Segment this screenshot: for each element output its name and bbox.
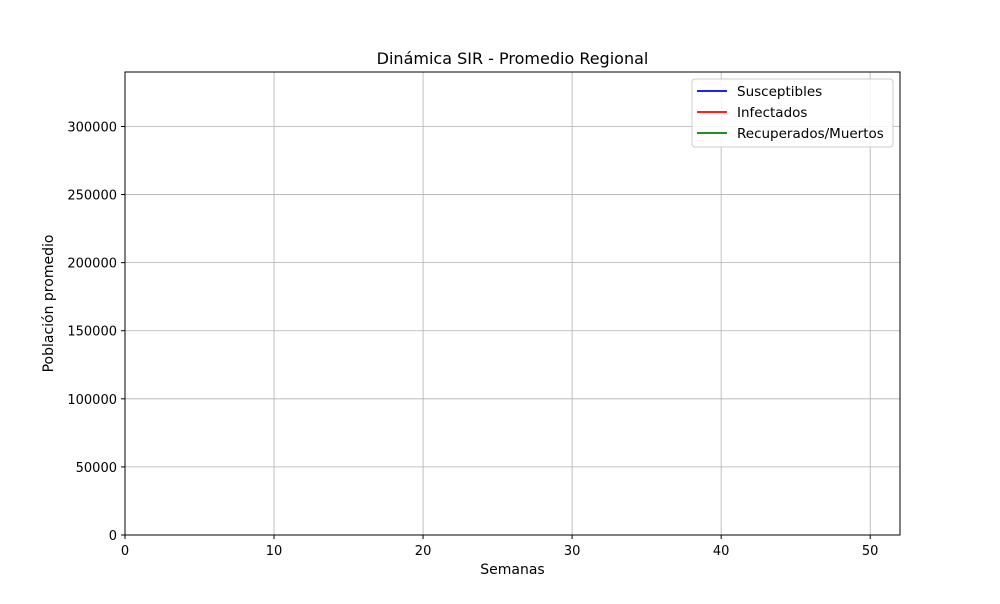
x-axis-label: Semanas bbox=[480, 562, 544, 578]
y-tick-label: 50000 bbox=[76, 461, 117, 476]
x-tick-label: 50 bbox=[862, 544, 879, 559]
x-tick-label: 0 bbox=[121, 544, 129, 559]
x-axis-ticks: 0 10 20 30 40 50 bbox=[121, 535, 879, 559]
x-tick-label: 10 bbox=[266, 544, 283, 559]
y-tick-label: 0 bbox=[109, 529, 117, 544]
legend-label: Recuperados/Muertos bbox=[737, 126, 884, 142]
y-tick-label: 300000 bbox=[67, 120, 117, 135]
y-tick-label: 100000 bbox=[67, 393, 117, 408]
legend-label: Infectados bbox=[737, 105, 807, 121]
y-tick-label: 150000 bbox=[67, 325, 117, 340]
x-tick-label: 20 bbox=[415, 544, 432, 559]
legend: Susceptibles Infectados Recuperados/Muerto… bbox=[691, 78, 894, 148]
y-axis-ticks: 0 50000 100000 150000 200000 250000 300000 bbox=[67, 120, 125, 544]
legend-box bbox=[691, 78, 894, 148]
legend-label: Susceptibles bbox=[737, 84, 822, 100]
x-tick-label: 30 bbox=[564, 544, 581, 559]
y-tick-label: 200000 bbox=[67, 257, 117, 272]
y-axis-label: Población promedio bbox=[41, 235, 57, 373]
y-tick-label: 250000 bbox=[67, 189, 117, 204]
plot-area-frame bbox=[124, 71, 901, 536]
chart-title: Dinámica SIR - Promedio Regional bbox=[377, 49, 649, 68]
x-tick-label: 40 bbox=[713, 544, 730, 559]
